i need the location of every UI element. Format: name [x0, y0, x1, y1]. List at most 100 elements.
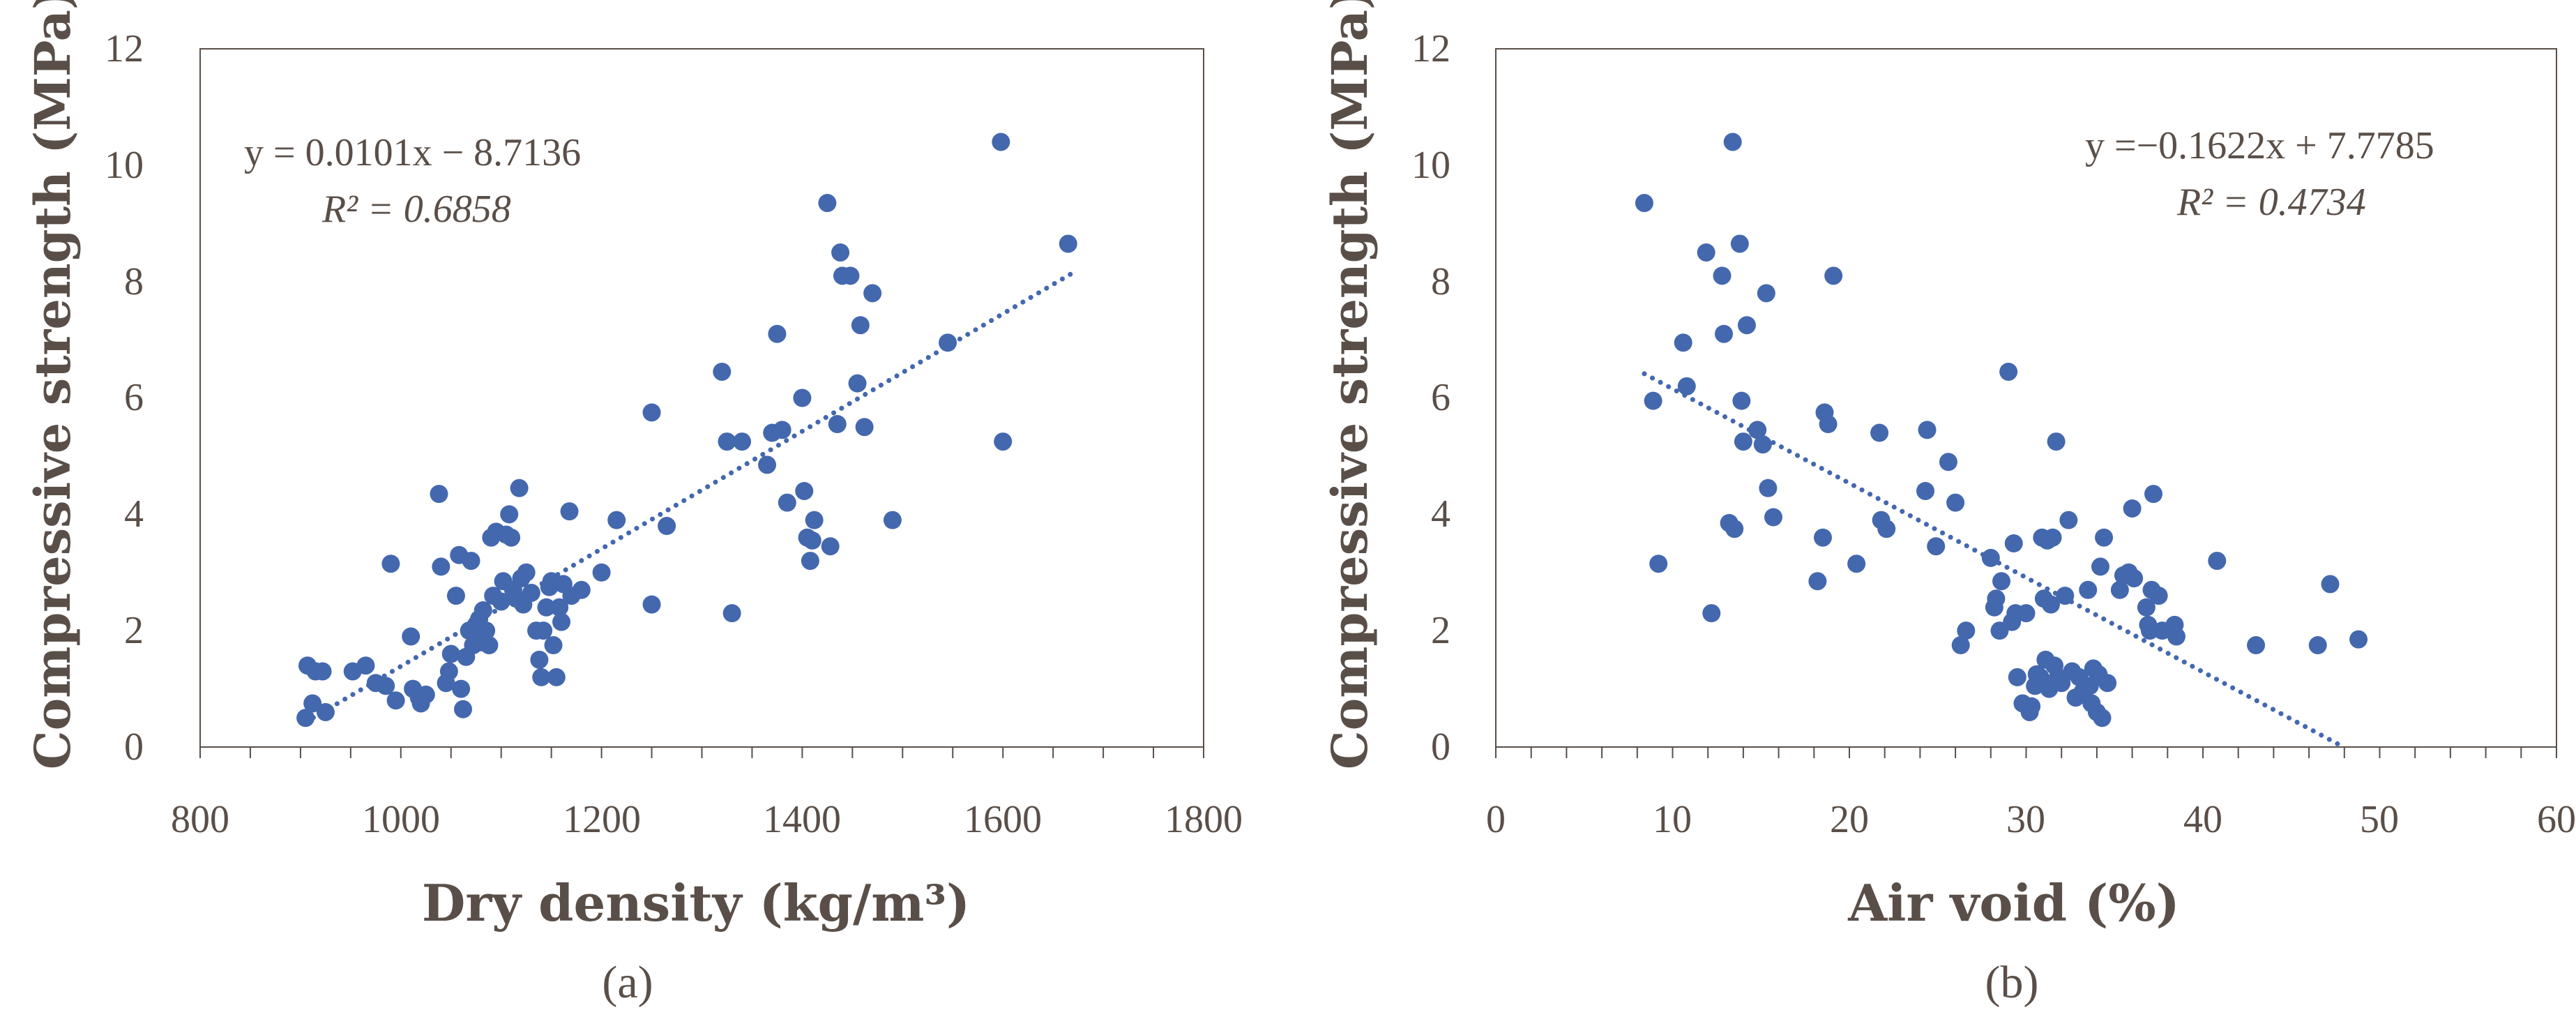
- panel-b-data-point: [1999, 362, 2018, 381]
- panel-a-data-point: [432, 557, 450, 576]
- panel-b-data-point: [1987, 589, 2006, 608]
- panel-b-data-point: [1713, 266, 1732, 285]
- panel-b-data-point: [1697, 243, 1715, 262]
- panel-b-data-point: [1847, 555, 1866, 573]
- panel-b-data-point: [1737, 316, 1756, 335]
- panel-b-data-point: [1918, 421, 1937, 439]
- panel-b-data-point: [2093, 709, 2112, 727]
- panel-a-data-point: [356, 656, 375, 675]
- panel-b-ytick: 0: [1431, 725, 1450, 769]
- panel-b-data-point: [2149, 587, 2168, 605]
- panel-b-equation: y =−0.1622x + 7.7785: [2085, 124, 2434, 167]
- panel-a-data-point: [517, 563, 536, 582]
- panel-a-caption: (a): [602, 957, 653, 1008]
- panel-b-data-point: [2167, 627, 2185, 646]
- panel-b-data-point: [1725, 520, 1744, 538]
- panel-a-data-point: [758, 455, 777, 474]
- panel-a-data-point: [454, 700, 473, 718]
- panel-a-data-point: [416, 685, 435, 704]
- panel-a-data-point: [313, 662, 332, 681]
- panel-a-trendline: [303, 270, 1076, 725]
- panel-a-data-point: [851, 316, 870, 335]
- panel-b-data-point: [1635, 194, 1653, 213]
- panel-a-data-point: [537, 598, 556, 617]
- panel-b-data-point: [1946, 493, 1965, 512]
- panel-a-data-point: [831, 243, 850, 262]
- panel-b-data-point: [1957, 621, 1976, 640]
- panel-b-data-point: [1723, 133, 1742, 151]
- panel-a-data-point: [1059, 234, 1077, 253]
- panel-a-xlabel: Dry density (kg/m³): [422, 873, 970, 933]
- panel-a-data-point: [795, 481, 814, 500]
- panel-a-equation: y = 0.0101x − 8.7136: [244, 131, 581, 174]
- panel-b-xtick: 50: [2360, 798, 2399, 841]
- panel-b-data-point: [1992, 572, 2011, 591]
- panel-b-data-point: [1951, 636, 1970, 655]
- panel-a-data-point: [793, 389, 812, 407]
- panel-a-xtick: 1200: [563, 798, 641, 841]
- panel-a-data-point: [547, 668, 566, 686]
- panel-a-ylabel: Compressive strength (MPa): [24, 0, 82, 769]
- panel-a-data-point: [642, 595, 661, 614]
- panel-b-data-point: [1715, 324, 1734, 343]
- panel-b-data-point: [2008, 668, 2026, 686]
- panel-b-marks: [1495, 48, 2557, 758]
- panel-b-data-point: [1808, 572, 1827, 591]
- panel-a-marks: [199, 48, 1204, 758]
- panel-a-ytick: 10: [105, 144, 144, 187]
- panel-b-data-point: [1939, 453, 1957, 472]
- panel-a-data-point: [722, 604, 741, 623]
- panel-b-data-point: [1644, 391, 1662, 410]
- panel-b-ytick: 6: [1431, 376, 1450, 419]
- panel-b-ytick: 8: [1431, 260, 1450, 303]
- panel-b-data-point: [2079, 580, 2098, 599]
- panel-a-data-point: [592, 563, 611, 582]
- panel-a-data-point: [502, 528, 521, 547]
- panel-a-data-point: [828, 415, 847, 434]
- panel-a-data-point: [303, 694, 322, 713]
- panel-a-xtick: 1600: [964, 798, 1042, 841]
- panel-a-data-point: [803, 531, 821, 550]
- panel-b-data-point: [1730, 234, 1749, 253]
- panel-a-data-point: [572, 580, 591, 599]
- panel-b-data-point: [1732, 391, 1751, 410]
- panel-a-r-squared: R² = 0.6858: [321, 188, 511, 231]
- panel-b-data-point: [1870, 423, 1889, 442]
- panel-b-data-point: [1702, 604, 1721, 623]
- panel-a-data-point: [883, 511, 902, 529]
- panel-b-ytick: 4: [1431, 492, 1450, 536]
- panel-b-caption: (b): [1985, 957, 2039, 1008]
- panel-a-data-point: [534, 621, 553, 640]
- panel-a-data-point: [560, 502, 579, 521]
- panel-b-data-point: [1824, 266, 1843, 285]
- panel-b-data-point: [1734, 432, 1752, 451]
- panel-a-data-point: [386, 691, 405, 710]
- panel-a-data-point: [492, 592, 510, 611]
- panel-a-ytick: 8: [124, 260, 144, 303]
- panel-b-ytick: 2: [1431, 609, 1450, 652]
- panel-b-ytick: 10: [1411, 144, 1450, 187]
- panel-b-xtick: 60: [2537, 798, 2576, 841]
- panel-a-data-point: [430, 485, 448, 504]
- panel-b-data-point: [2137, 598, 2155, 617]
- panel-b-data-point: [1877, 520, 1896, 538]
- panel-a-data-point: [402, 627, 421, 646]
- panel-b-data-point: [1759, 478, 1778, 497]
- panel-b-data-point: [2004, 534, 2023, 553]
- panel-a-ytick: 0: [124, 725, 144, 769]
- panel-b-data-point: [2321, 575, 2340, 594]
- panel-a-data-point: [642, 403, 661, 422]
- panel-b: y =−0.1622x + 7.7785 R² = 0.4734 Compres…: [1321, 0, 2576, 1008]
- panel-b-ylabel: Compressive strength (MPa): [1321, 0, 1379, 769]
- panel-a-data-point: [552, 612, 571, 631]
- panel-b-data-point: [2059, 511, 2078, 529]
- panel-b-r-squared: R² = 0.4734: [2176, 181, 2366, 224]
- panel-b-data-point: [2123, 499, 2142, 518]
- panel-a-data-point: [500, 505, 519, 524]
- panel-b-data-point: [2041, 595, 2060, 614]
- panel-b-xtick: 10: [1653, 798, 1692, 841]
- panel-b-xtick: 20: [1830, 798, 1869, 841]
- panel-a-data-point: [446, 587, 465, 605]
- panel-a-data-point: [510, 478, 529, 497]
- panel-a-data-point: [480, 636, 499, 655]
